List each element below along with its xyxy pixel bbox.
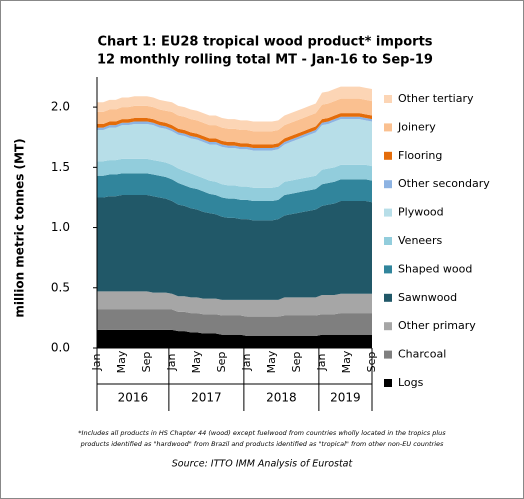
x-tick-label: Jan: [315, 353, 328, 371]
area: [97, 195, 372, 300]
area: [97, 119, 372, 188]
legend-label: Charcoal: [398, 348, 446, 361]
legend-swatch: [384, 350, 392, 359]
legend-label: Other tertiary: [398, 92, 474, 105]
source: Source: ITTO IMM Analysis of Eurostat: [172, 459, 354, 470]
legend-label: Other primary: [398, 319, 476, 332]
footnote: products identified as "hardwood" from B…: [80, 440, 444, 448]
area: [97, 329, 372, 348]
legend-swatch: [384, 151, 392, 160]
legend-label: Veneers: [398, 234, 442, 247]
legend-swatch: [384, 237, 392, 245]
legend-swatch: [384, 180, 392, 189]
footnote: *Includes all products in HS Chapter 44 …: [78, 429, 446, 437]
x-tick-label: Jan: [240, 353, 253, 371]
area: [97, 113, 372, 149]
legend-label: Plywood: [398, 206, 444, 219]
legend-swatch: [384, 379, 392, 387]
x-tick-label: Jan: [165, 353, 178, 371]
legend-label: Shaped wood: [398, 262, 472, 275]
legend-swatch: [384, 208, 392, 217]
x-tick-label: Sep: [290, 352, 303, 373]
y-axis-label: million metric tonnes (MT): [13, 138, 27, 317]
x-tick-label: May: [265, 350, 278, 373]
y-tick-label: 2.0: [51, 100, 70, 114]
legend-label: Flooring: [398, 149, 442, 162]
x-tick-label: May: [190, 350, 203, 373]
legend-label: Joinery: [397, 120, 436, 133]
x-tick-label: Sep: [215, 352, 228, 373]
year-label: 2017: [191, 391, 222, 405]
chart-title: Chart 1: EU28 tropical wood product* imp…: [97, 35, 432, 50]
legend-label: Logs: [398, 376, 424, 389]
y-tick-label: 1.5: [51, 160, 70, 174]
y-tick-label: 1.0: [51, 220, 70, 234]
area: [97, 173, 372, 221]
area: [97, 291, 372, 317]
year-label: 2019: [330, 391, 361, 405]
year-label: 2016: [118, 391, 149, 405]
area: [97, 98, 372, 145]
legend-swatch: [384, 123, 392, 132]
x-tick-label: Sep: [140, 352, 153, 373]
area: [97, 86, 372, 132]
legend-swatch: [384, 322, 392, 331]
area: [97, 309, 372, 336]
legend-label: Other secondary: [398, 177, 490, 190]
y-tick-label: 0.0: [51, 341, 70, 355]
legend-swatch: [384, 95, 392, 103]
x-tick-label: May: [115, 350, 128, 373]
year-label: 2018: [266, 391, 297, 405]
area: [97, 158, 372, 202]
x-tick-label: May: [340, 350, 353, 373]
chart-subtitle: 12 monthly rolling total MT - Jan-16 to …: [97, 53, 433, 68]
legend-label: Sawnwood: [398, 291, 457, 304]
legend-swatch: [384, 265, 392, 274]
y-tick-label: 0.5: [51, 280, 70, 294]
legend-swatch: [384, 293, 392, 302]
